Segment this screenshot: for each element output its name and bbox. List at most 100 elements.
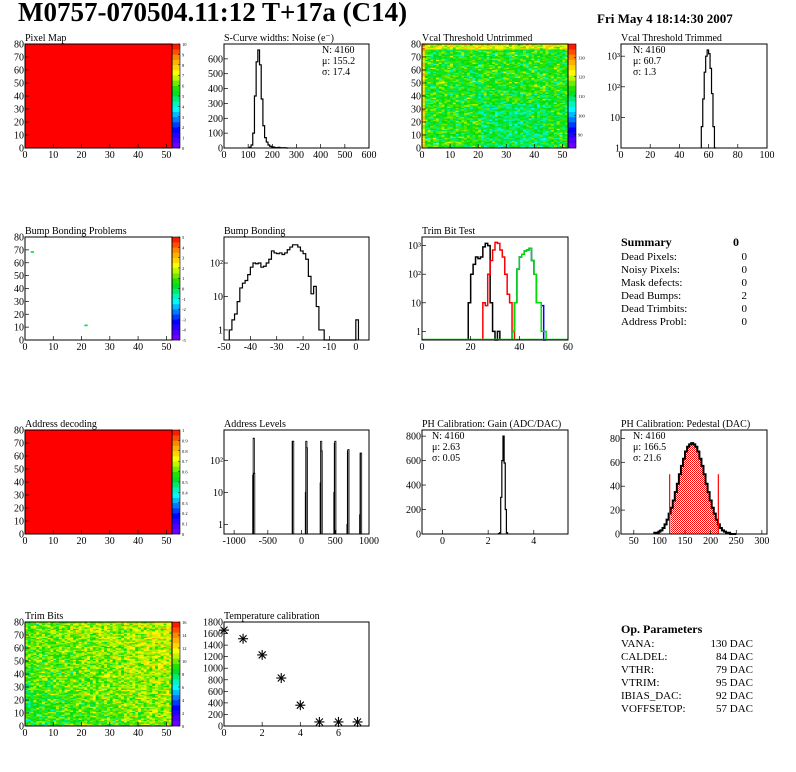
heatmap-cell <box>553 122 558 124</box>
heatmap-cell <box>458 99 462 102</box>
heatmap-cell <box>450 112 454 115</box>
heatmap-cell <box>523 118 527 120</box>
heatmap-cell <box>464 102 468 105</box>
heatmap-cell <box>497 129 501 132</box>
heatmap-cell <box>539 67 544 69</box>
heatmap-cell <box>450 122 454 124</box>
heatmap-cell <box>506 53 510 55</box>
heatmap-cell <box>461 55 465 58</box>
heatmap-cell <box>553 125 558 128</box>
heatmap-cell <box>534 114 538 116</box>
heatmap-cell <box>25 674 29 676</box>
heatmap-cell <box>461 142 465 145</box>
heatmap-cell <box>27 700 31 702</box>
y-axis-tick-label: 60 <box>14 66 24 77</box>
heatmap-cell <box>551 140 555 142</box>
heatmap-cell <box>430 120 434 123</box>
heatmap-cell <box>517 102 521 105</box>
heatmap-cell <box>520 55 524 58</box>
heatmap-cell <box>539 77 544 80</box>
heatmap-cell <box>556 66 560 68</box>
heatmap-cell <box>489 127 493 129</box>
heatmap-cell <box>433 79 437 81</box>
heatmap-cell <box>427 136 431 138</box>
heatmap-cell <box>433 93 437 95</box>
heatmap-cell <box>492 49 496 51</box>
heatmap-cell <box>489 132 493 134</box>
heatmap-cell <box>511 67 515 69</box>
heatmap-cell <box>509 44 513 46</box>
heatmap-cell <box>452 66 456 68</box>
heatmap-cell <box>478 94 482 97</box>
heatmap-cell <box>444 128 448 131</box>
heatmap-cell <box>430 106 434 108</box>
heatmap-cell <box>489 71 493 73</box>
heatmap-cell <box>438 109 442 111</box>
heatmap-cell <box>520 79 524 81</box>
heatmap-cell <box>430 122 434 124</box>
heatmap-cell <box>478 77 482 80</box>
heatmap-cell <box>452 110 456 112</box>
heatmap-cell <box>464 80 468 82</box>
heatmap-cell <box>436 68 440 71</box>
heatmap-cell <box>525 53 529 55</box>
heatmap-cell <box>537 98 541 101</box>
heatmap-cell <box>436 89 440 92</box>
heatmap-cell <box>430 63 434 66</box>
heatmap-cell <box>464 79 468 81</box>
heatmap-cell <box>551 137 555 140</box>
heatmap-cell <box>551 72 555 75</box>
heatmap-cell <box>511 84 515 86</box>
heatmap-cell <box>506 97 510 99</box>
heatmap-cell <box>430 85 434 88</box>
heatmap-cell <box>489 67 493 69</box>
heatmap-cell <box>452 129 456 132</box>
heatmap-cell <box>27 633 31 636</box>
heatmap-cell <box>455 51 459 54</box>
y-axis-tick-label: 60 <box>14 258 24 269</box>
heatmap-cell <box>542 112 546 115</box>
histogram-series <box>467 242 501 341</box>
heatmap-cell <box>539 86 544 89</box>
heatmap-cell <box>486 125 490 128</box>
heatmap-cell <box>447 137 451 140</box>
heatmap-cell <box>514 115 518 118</box>
heatmap-cell <box>469 128 473 131</box>
histogram-bin-fill <box>670 507 673 534</box>
heatmap-cell <box>424 77 428 80</box>
color-scale-band <box>172 80 180 86</box>
heatmap-cell <box>447 122 451 124</box>
heatmap-cell <box>466 62 471 64</box>
x-axis-tick-label: 200 <box>703 536 718 547</box>
heatmap-cell <box>534 47 538 50</box>
heatmap-cell <box>520 131 524 133</box>
heatmap-cell <box>478 66 482 68</box>
heatmap-cell <box>492 133 496 136</box>
heatmap-cell <box>475 115 479 118</box>
heatmap-cell <box>531 140 535 142</box>
heatmap-cell <box>461 44 465 46</box>
heatmap-cell <box>438 125 442 128</box>
heatmap-cell <box>520 57 524 59</box>
y-axis-tick-label: 0 <box>416 530 421 541</box>
heatmap-cell <box>556 99 560 102</box>
heatmap-cell <box>520 119 524 121</box>
heatmap-cell <box>539 94 544 97</box>
heatmap-cell <box>433 45 437 47</box>
heatmap-cell <box>559 55 563 58</box>
heatmap-cell <box>422 107 426 110</box>
heatmap-cell <box>545 115 549 118</box>
heatmap-cell <box>517 127 521 129</box>
heatmap-cell <box>542 72 546 75</box>
heatmap-cell <box>489 93 493 95</box>
heatmap-cell <box>495 58 499 60</box>
heatmap-cell <box>436 131 440 133</box>
heatmap-cell <box>562 55 566 58</box>
heatmap-cell <box>500 115 504 118</box>
heatmap-cell <box>424 92 428 94</box>
heatmap-cell <box>542 90 546 93</box>
heatmap-cell <box>495 85 499 88</box>
heatmap-cell <box>480 96 485 98</box>
heatmap-cell <box>478 136 482 138</box>
heatmap-cell <box>523 140 527 142</box>
